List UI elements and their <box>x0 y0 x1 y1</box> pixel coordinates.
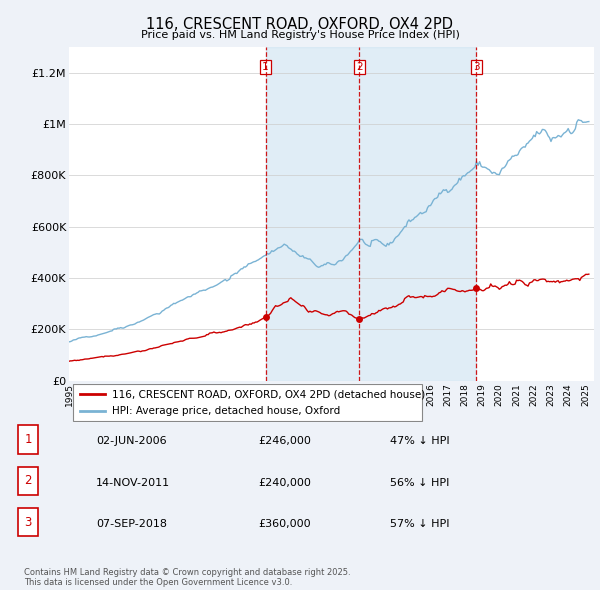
Text: 116, CRESCENT ROAD, OXFORD, OX4 2PD (detached house): 116, CRESCENT ROAD, OXFORD, OX4 2PD (det… <box>112 389 425 399</box>
Text: 07-SEP-2018: 07-SEP-2018 <box>96 519 167 529</box>
Text: 1: 1 <box>262 62 269 72</box>
Text: Price paid vs. HM Land Registry's House Price Index (HPI): Price paid vs. HM Land Registry's House … <box>140 30 460 40</box>
Text: £240,000: £240,000 <box>258 478 311 487</box>
FancyBboxPatch shape <box>73 384 422 421</box>
Text: 56% ↓ HPI: 56% ↓ HPI <box>390 478 449 487</box>
FancyBboxPatch shape <box>18 425 38 454</box>
Text: 2: 2 <box>356 62 362 72</box>
Text: HPI: Average price, detached house, Oxford: HPI: Average price, detached house, Oxfo… <box>112 406 340 416</box>
Text: 1: 1 <box>25 433 32 446</box>
FancyBboxPatch shape <box>18 508 38 536</box>
Text: 02-JUN-2006: 02-JUN-2006 <box>96 437 167 446</box>
Text: £360,000: £360,000 <box>258 519 311 529</box>
Text: 3: 3 <box>25 516 32 529</box>
Bar <box>266 47 476 381</box>
Text: 2: 2 <box>25 474 32 487</box>
Text: 14-NOV-2011: 14-NOV-2011 <box>96 478 170 487</box>
Text: Contains HM Land Registry data © Crown copyright and database right 2025.
This d: Contains HM Land Registry data © Crown c… <box>24 568 350 587</box>
Text: £246,000: £246,000 <box>258 437 311 446</box>
Text: 116, CRESCENT ROAD, OXFORD, OX4 2PD: 116, CRESCENT ROAD, OXFORD, OX4 2PD <box>146 17 454 31</box>
FancyBboxPatch shape <box>18 467 38 495</box>
Text: 3: 3 <box>473 62 480 72</box>
Text: 47% ↓ HPI: 47% ↓ HPI <box>390 437 449 446</box>
Text: 57% ↓ HPI: 57% ↓ HPI <box>390 519 449 529</box>
